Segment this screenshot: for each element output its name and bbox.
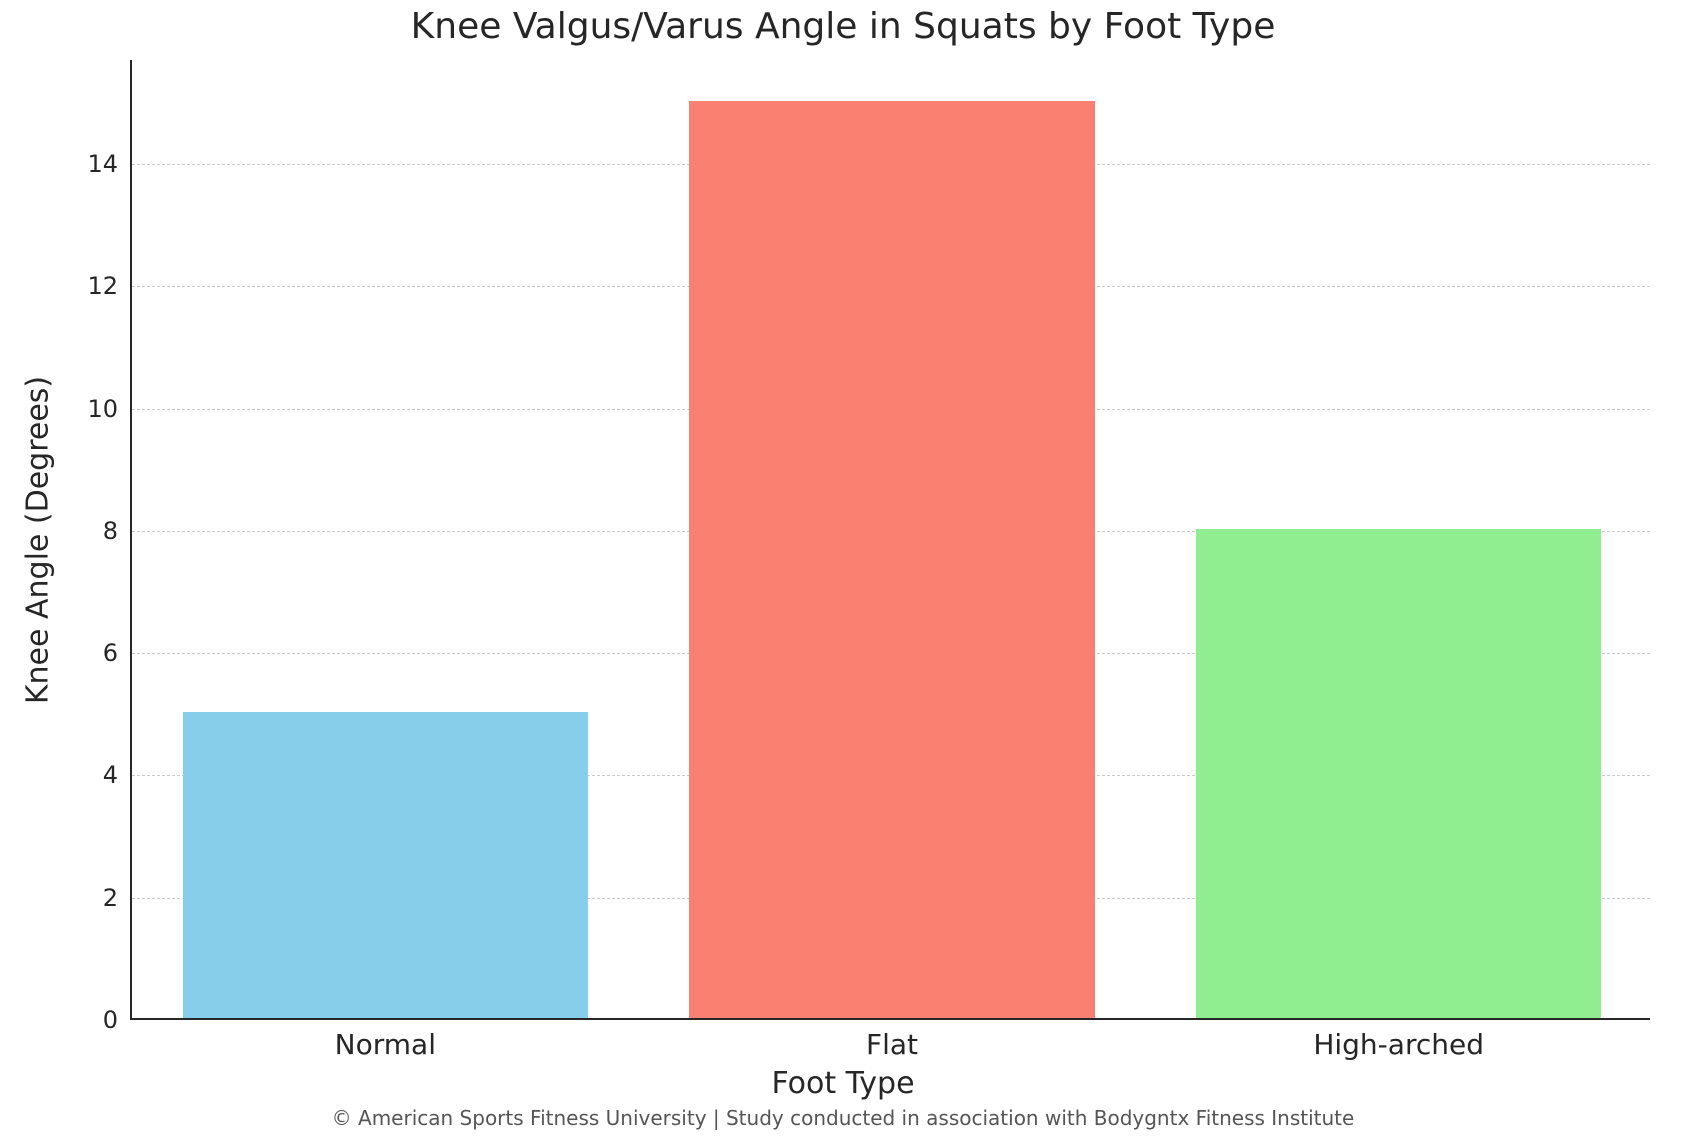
- bar: [183, 712, 588, 1018]
- bar: [1196, 529, 1601, 1018]
- plot-area: 02468101214NormalFlatHigh-arched: [130, 60, 1650, 1020]
- y-tick-label: 8: [103, 517, 132, 545]
- y-tick-label: 0: [103, 1006, 132, 1034]
- y-tick-label: 2: [103, 884, 132, 912]
- y-tick-label: 12: [87, 272, 132, 300]
- bar: [689, 101, 1094, 1018]
- y-tick-label: 14: [87, 150, 132, 178]
- x-tick-label: Flat: [866, 1018, 918, 1061]
- y-tick-label: 6: [103, 639, 132, 667]
- x-axis-label: Foot Type: [0, 1066, 1686, 1101]
- footnote: © American Sports Fitness University | S…: [0, 1106, 1686, 1130]
- x-tick-label: Normal: [335, 1018, 436, 1061]
- chart-title: Knee Valgus/Varus Angle in Squats by Foo…: [0, 6, 1686, 47]
- y-tick-label: 10: [87, 395, 132, 423]
- figure: Knee Valgus/Varus Angle in Squats by Foo…: [0, 0, 1686, 1140]
- y-tick-label: 4: [103, 761, 132, 789]
- y-axis-label: Knee Angle (Degrees): [21, 376, 56, 704]
- x-tick-label: High-arched: [1313, 1018, 1484, 1061]
